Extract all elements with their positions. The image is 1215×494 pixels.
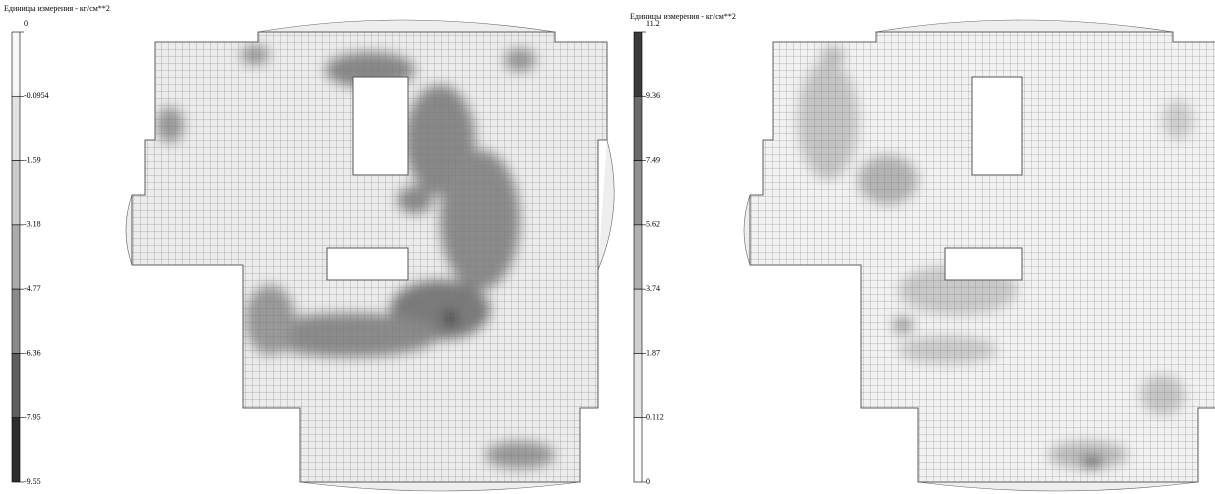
legend-label: 0 xyxy=(646,477,650,486)
screen: Единицы измерения - кг/см**2 Единицы изм… xyxy=(0,0,1215,494)
contour-plot xyxy=(126,20,614,491)
legend-swatch xyxy=(634,418,642,482)
legend-swatch xyxy=(634,225,642,289)
legend-swatch xyxy=(634,161,642,225)
legend-swatch xyxy=(634,32,642,96)
legend-label: -0.0954 xyxy=(24,91,49,100)
legend-swatch xyxy=(12,32,20,96)
legend-label: -9.55 xyxy=(24,477,41,486)
legend-label: -3.18 xyxy=(24,220,41,229)
legend-swatch xyxy=(12,418,20,482)
legend-label: 3.74 xyxy=(646,284,660,293)
legend-label: 5.62 xyxy=(646,220,660,229)
legend-swatch xyxy=(634,289,642,353)
legend-swatch xyxy=(12,289,20,353)
legend-label: 0 xyxy=(24,19,28,28)
legend-label: 7.49 xyxy=(646,155,660,164)
legend-label: -6.36 xyxy=(24,348,41,357)
legend-label: 0.112 xyxy=(646,413,664,422)
legend-label: -7.95 xyxy=(24,413,41,422)
legend-swatch xyxy=(12,161,20,225)
legend-swatch xyxy=(634,96,642,160)
legend-title: Единицы измерения - кг/см**2 xyxy=(4,4,110,13)
legend-swatch xyxy=(12,96,20,160)
legend-label: 9.36 xyxy=(646,91,660,100)
legend-swatch xyxy=(634,353,642,417)
legend-swatch xyxy=(12,353,20,417)
legend-label: 11.2 xyxy=(646,19,660,28)
legend-swatch xyxy=(12,225,20,289)
legend-label: -4.77 xyxy=(24,284,41,293)
legend-label: 1.87 xyxy=(646,348,660,357)
legend-label: -1.59 xyxy=(24,155,41,164)
contour-plot xyxy=(744,20,1215,491)
